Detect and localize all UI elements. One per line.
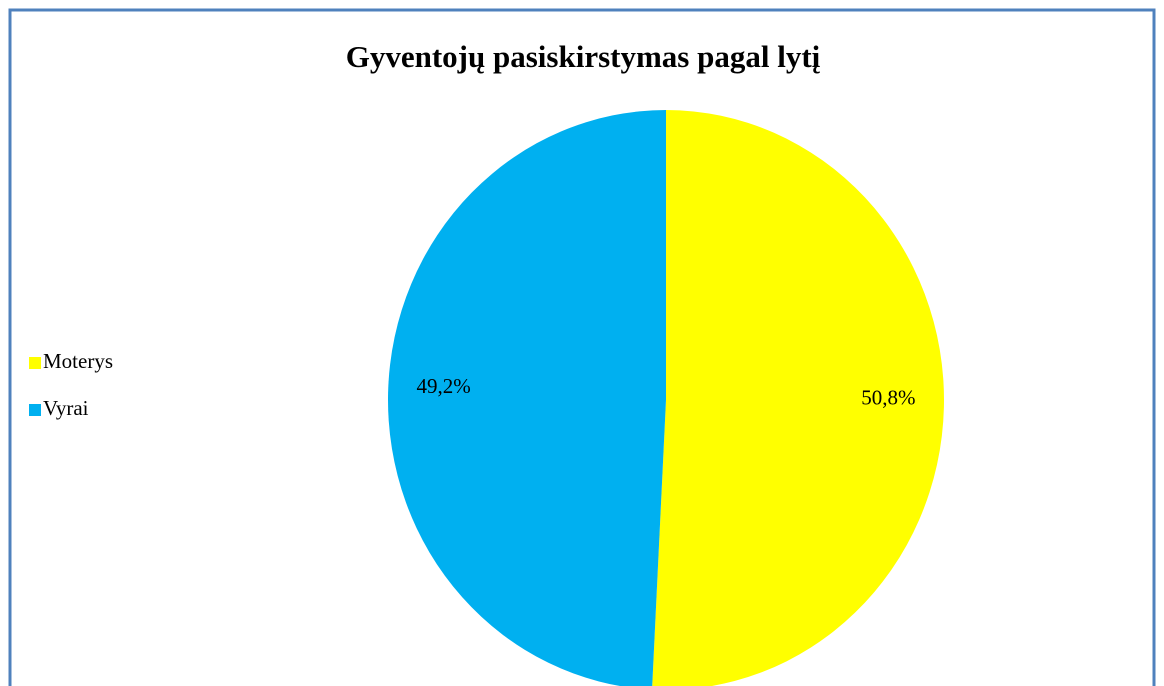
pie-slice [388, 110, 666, 686]
chart-title: Gyventojų pasiskirstymas pagal lytį [346, 39, 821, 74]
legend-label: Vyrai [43, 396, 89, 420]
data-label: 50,8% [861, 386, 915, 410]
data-label: 49,2% [417, 374, 471, 398]
legend-swatch [29, 404, 41, 416]
pie-slice [652, 110, 944, 686]
legend-swatch [29, 357, 41, 369]
legend-label: Moterys [43, 349, 113, 373]
